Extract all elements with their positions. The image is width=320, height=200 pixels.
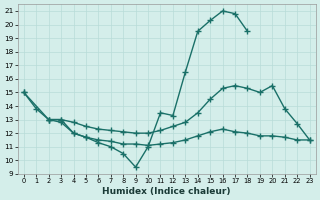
X-axis label: Humidex (Indice chaleur): Humidex (Indice chaleur) xyxy=(102,187,231,196)
